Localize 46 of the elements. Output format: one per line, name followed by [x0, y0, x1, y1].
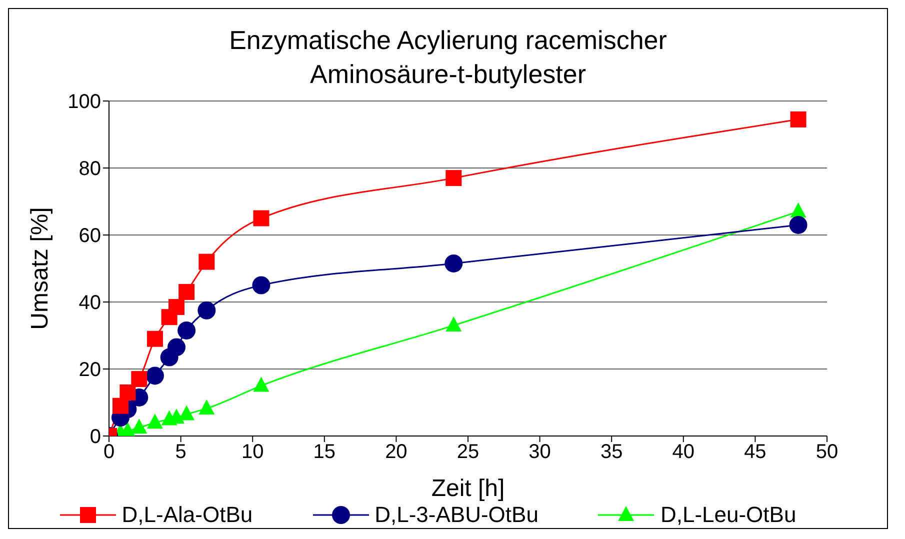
point	[198, 254, 215, 270]
y-tick-label: 100	[68, 91, 101, 114]
point	[789, 216, 808, 234]
chart-title: Enzymatische Acylierung racemischer Aminosäure-t-butylester	[228, 24, 668, 91]
point	[167, 338, 186, 356]
point	[131, 371, 148, 388]
x-axis-title: Zeit [h]	[431, 475, 505, 502]
point	[253, 210, 270, 226]
point	[131, 418, 148, 434]
y-tick-label: 0	[90, 426, 101, 448]
x-tick-label: 40	[672, 441, 695, 464]
x-tick-label: 20	[385, 441, 408, 464]
point	[146, 414, 163, 429]
x-tick-label: 5	[175, 441, 186, 464]
point	[146, 330, 163, 347]
point	[446, 170, 462, 186]
point	[253, 376, 270, 392]
y-axis-title: Umsatz [%]	[26, 207, 54, 330]
legend-label: D,L-Leu-OtBu	[660, 502, 796, 528]
point	[146, 366, 164, 385]
point	[120, 384, 136, 400]
x-tick-label: 25	[456, 441, 480, 464]
point	[198, 301, 216, 320]
x-tick-label: 35	[600, 441, 623, 464]
y-tick-label: 40	[78, 292, 101, 314]
y-tick-label: 80	[78, 158, 101, 180]
point	[112, 398, 128, 414]
x-tick-label: 45	[744, 441, 766, 464]
point	[198, 400, 215, 415]
x-tick-label: 15	[313, 441, 336, 464]
y-tick-label: 20	[78, 359, 101, 382]
x-tick-label: 30	[528, 441, 551, 464]
legend-label: D,L-Ala-OtBu	[122, 502, 253, 528]
point	[178, 321, 196, 340]
legend-label: D,L-3-ABU-OtBu	[374, 502, 538, 528]
point	[444, 254, 463, 272]
x-tick-label: 50	[816, 441, 838, 464]
point	[168, 299, 184, 316]
point	[446, 316, 462, 332]
y-tick-label: 60	[78, 225, 101, 248]
point	[178, 284, 195, 300]
point	[790, 111, 806, 128]
point	[252, 276, 270, 294]
point	[790, 202, 806, 218]
x-tick-label: 0	[103, 441, 115, 464]
x-tick-label: 10	[241, 441, 264, 464]
